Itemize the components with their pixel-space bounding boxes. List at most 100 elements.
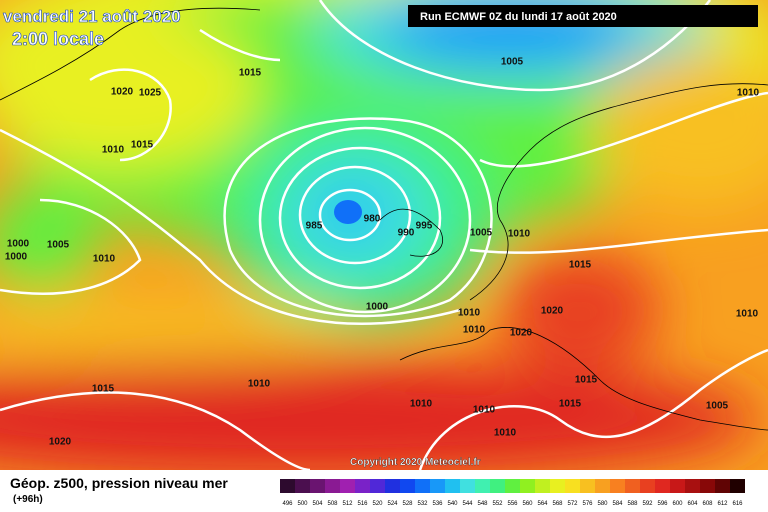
scale-swatch: [550, 479, 565, 493]
scale-swatch: [640, 479, 655, 493]
scale-swatch: [625, 479, 640, 493]
isobar-label: 1015: [575, 375, 598, 386]
scale-swatch: [295, 479, 310, 493]
isobar-label: 1010: [508, 229, 531, 240]
geopotential-field: [0, 0, 768, 480]
scale-swatch: [490, 479, 505, 493]
scale-swatch: [460, 479, 475, 493]
scale-label: 544: [462, 501, 473, 507]
isobar-label: 1000: [7, 239, 30, 250]
scale-label: 548: [477, 501, 488, 507]
scale-label: 536: [432, 501, 443, 507]
scale-swatch: [595, 479, 610, 493]
scale-swatch: [445, 479, 460, 493]
scale-label: 596: [657, 501, 668, 507]
date: vendredi 21 août 2020: [3, 7, 181, 26]
scale-label: 500: [297, 501, 308, 507]
scale-label: 528: [402, 501, 413, 507]
isobar-label: 985: [306, 221, 323, 232]
isobar-label-layer: 1005 1010 1020 1025 1015 1010 1015 1000 1000 1005…: [5, 57, 760, 448]
run: Run ECMWF 0Z du lundi 17 août 2020: [420, 11, 617, 23]
scale-swatch: [475, 479, 490, 493]
scale-label: 612: [717, 501, 728, 507]
scale-label: 540: [447, 501, 458, 507]
scale-swatch: [700, 479, 715, 493]
isobar-label: 1020: [49, 437, 72, 448]
isobar-label: 1010: [463, 325, 486, 336]
scale-label: 600: [672, 501, 683, 507]
isobar-label: 1010: [737, 88, 760, 99]
scale-swatch: [325, 479, 340, 493]
isobar-label: 1020: [111, 87, 134, 98]
footer-lead: (+96h): [13, 494, 43, 505]
isobar-label: 1010: [248, 379, 271, 390]
isobar-label: 1010: [473, 405, 496, 416]
isobar-label: 995: [416, 221, 433, 232]
scale-swatch: [685, 479, 700, 493]
run-box: [408, 5, 758, 27]
scale-label: 616: [732, 501, 743, 507]
scale-swatch: [655, 479, 670, 493]
scale-label: 576: [582, 501, 593, 507]
scale-label: 592: [642, 501, 653, 507]
scale-swatch: [520, 479, 535, 493]
scale-swatch: [430, 479, 445, 493]
scale-label: 588: [627, 501, 638, 507]
scale-swatch: [385, 479, 400, 493]
isobar-label: 990: [398, 228, 415, 239]
scale-label: 560: [522, 501, 533, 507]
scale-label: 524: [387, 501, 398, 507]
isobar-label: 1005: [470, 228, 493, 239]
isobar-label: 1010: [736, 309, 759, 320]
scale-swatch: [355, 479, 370, 493]
isobar-label: 1015: [239, 68, 262, 79]
isobar-label: 1010: [410, 399, 433, 410]
scale-swatch: [340, 479, 355, 493]
isobar-label: 1015: [92, 384, 115, 395]
isobar-label: 1020: [510, 328, 533, 339]
isobar-label: 1005: [47, 240, 70, 251]
coastlines: [0, 7, 768, 431]
scale-swatch: [370, 479, 385, 493]
isobar-label: 1005: [501, 57, 524, 68]
scale-label: 572: [567, 501, 578, 507]
isobar-label: 1020: [541, 306, 564, 317]
isobar-label: 980: [364, 214, 381, 225]
isobar-label: 1005: [706, 401, 729, 412]
scale-swatch: [730, 479, 745, 493]
scale-swatch: [535, 479, 550, 493]
scale-label: 496: [282, 501, 293, 507]
scale-label: 580: [597, 501, 608, 507]
isobar-label: 1025: [139, 88, 162, 99]
isobar-label: 1000: [5, 252, 28, 263]
scale-label: 608: [702, 501, 713, 507]
scale-label: 504: [312, 501, 323, 507]
isobar-label: 1010: [494, 428, 517, 439]
time: 2:00 locale: [12, 29, 104, 49]
isobar-label: 1010: [102, 145, 125, 156]
scale-label: 520: [372, 501, 383, 507]
scale-label: 584: [612, 501, 623, 507]
scale-swatch: [565, 479, 580, 493]
scale-label: 556: [507, 501, 518, 507]
scale-label: 564: [537, 501, 548, 507]
scale-swatch: [310, 479, 325, 493]
scale-label: 568: [552, 501, 563, 507]
isobar-label: 1010: [458, 308, 481, 319]
scale-swatch: [610, 479, 625, 493]
isobar-label: 1015: [569, 260, 592, 271]
copyright: Copyright 2020 Meteociel.fr: [350, 457, 481, 468]
scale-swatch: [670, 479, 685, 493]
scale-label: 516: [357, 501, 368, 507]
scale-swatch: [715, 479, 730, 493]
scale-swatch: [505, 479, 520, 493]
scale-label: 512: [342, 501, 353, 507]
scale-swatch: [415, 479, 430, 493]
color-scale: 496 500 504 508 512 516 520 524 528 532 536 540 544 5…: [280, 479, 745, 507]
isobar-label: 1015: [131, 140, 154, 151]
isobars: [0, 0, 768, 472]
footer-title: Géop. z500, pression niveau mer: [10, 475, 228, 491]
scale-label: 604: [687, 501, 698, 507]
scale-swatch: [280, 479, 295, 493]
